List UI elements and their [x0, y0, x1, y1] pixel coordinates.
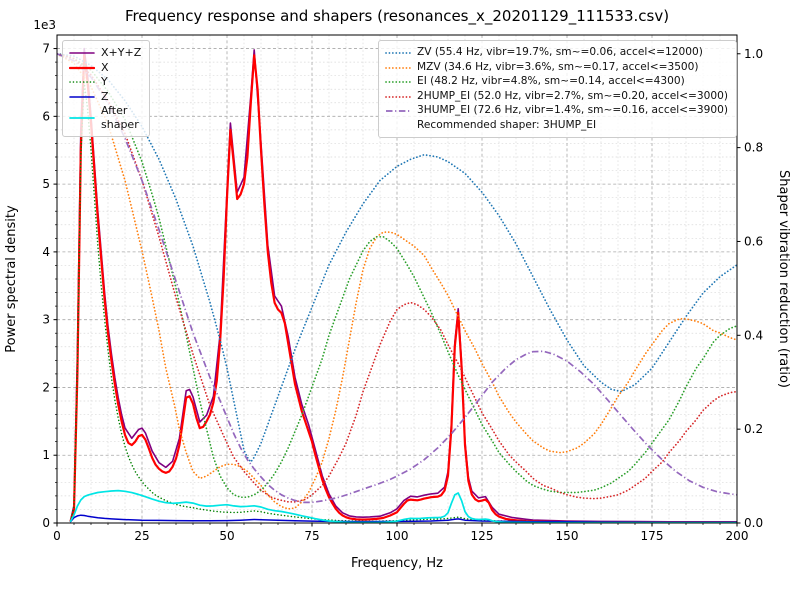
legend-item-3hump_ei: 3HUMP_EI (72.6 Hz, vibr=1.4%, sm~=0.16, …: [385, 104, 728, 119]
legend-item-recommended: Recommended shaper: 3HUMP_EI: [385, 119, 728, 134]
legend-item-mzv: MZV (34.6 Hz, vibr=3.6%, sm~=0.17, accel…: [385, 61, 728, 76]
x-tick-label: 50: [219, 529, 234, 543]
y-left-tick-label: 4: [42, 245, 50, 259]
x-axis-label: Frequency, Hz: [351, 556, 443, 571]
legend-item-z: Z: [69, 90, 141, 105]
legend-label-after-shaper: After shaper: [101, 104, 139, 132]
series-lines: [57, 47, 737, 523]
z-line-sample-icon: [69, 96, 95, 98]
x-tick-label: 100: [386, 529, 409, 543]
y-left-tick-label: 5: [42, 177, 50, 191]
axis-ticks: [53, 48, 741, 527]
y-left-tick-label: 1: [42, 448, 50, 462]
legend-label-x: X: [101, 60, 109, 74]
y-left-tick-label: 2: [42, 380, 50, 394]
x-tick-label: 0: [53, 529, 61, 543]
y-left-tick-label: 6: [42, 109, 50, 123]
recommended-line-sample-icon: [385, 120, 411, 132]
zv-line-sample-icon: [385, 52, 411, 55]
y-right-tick-label: 0.0: [744, 516, 763, 530]
legend-item-ei: EI (48.2 Hz, vibr=4.8%, sm~=0.14, accel<…: [385, 75, 728, 90]
series-x: [69, 54, 737, 523]
legend-label-z: Z: [101, 89, 109, 103]
x-tick-label: 150: [556, 529, 579, 543]
y-right-tick-label: 0.4: [744, 328, 763, 342]
legend-item-y: Y: [69, 75, 141, 90]
legend-label-recommended: Recommended shaper: 3HUMP_EI: [417, 118, 597, 131]
legend-label-ei: EI (48.2 Hz, vibr=4.8%, sm~=0.14, accel<…: [417, 75, 685, 88]
x-tick-label: 125: [471, 529, 494, 543]
legend-shapers: ZV (55.4 Hz, vibr=19.7%, sm~=0.06, accel…: [378, 40, 737, 138]
ei-line-sample-icon: [385, 81, 411, 84]
series-zv: [57, 52, 737, 463]
chart-title: Frequency response and shapers (resonanc…: [125, 7, 669, 26]
y-right-tick-label: 0.8: [744, 141, 763, 155]
y-left-tick-label: 7: [42, 42, 50, 56]
y-left-tick-label: 3: [42, 313, 50, 327]
legend-label-zv: ZV (55.4 Hz, vibr=19.7%, sm~=0.06, accel…: [417, 46, 703, 59]
series-ei: [57, 52, 737, 499]
legend-label-xyz: X+Y+Z: [101, 46, 142, 60]
series-after-shaper: [69, 489, 737, 523]
y-right-tick-label: 1.0: [744, 47, 763, 61]
legend-item-2hump_ei: 2HUMP_EI (52.0 Hz, vibr=2.7%, sm~=0.20, …: [385, 90, 728, 105]
y-right-axis-label: Shaper vibration reduction (ratio): [776, 170, 791, 388]
legend-label-2hump_ei: 2HUMP_EI (52.0 Hz, vibr=2.7%, sm~=0.20, …: [417, 89, 728, 102]
x-tick-label: 75: [304, 529, 319, 543]
axis-tick-labels: 0 25 50 75 100 125 150 175 200 0 1 2 3 4 5 6 7 0.0 0.2 0.4 0…: [42, 42, 763, 543]
x-tick-label: 25: [134, 529, 149, 543]
legend-item-after-shaper: After shaper: [69, 104, 141, 132]
legend-item-xyz: X+Y+Z: [69, 46, 141, 61]
mzv-line-sample-icon: [385, 66, 411, 69]
legend-item-x: X: [69, 61, 141, 76]
y-line-sample-icon: [69, 81, 95, 83]
legend-label-y: Y: [101, 75, 108, 89]
y-right-tick-label: 0.2: [744, 422, 763, 436]
xyz-line-sample-icon: [69, 52, 95, 55]
legend-psd: X+Y+Z X Y Z After shaper: [62, 40, 151, 138]
y-left-offset-label: 1e3: [33, 18, 56, 32]
3hump_ei-line-sample-icon: [386, 110, 410, 113]
series-mzv: [57, 52, 737, 510]
y-right-tick-label: 0.6: [744, 234, 763, 248]
x-tick-label: 175: [641, 529, 664, 543]
legend-label-mzv: MZV (34.6 Hz, vibr=3.6%, sm~=0.17, accel…: [417, 60, 699, 73]
x-tick-label: 200: [726, 529, 749, 543]
series-y: [69, 81, 737, 523]
legend-item-zv: ZV (55.4 Hz, vibr=19.7%, sm~=0.06, accel…: [385, 46, 728, 61]
y-left-axis-label: Power spectral density: [4, 205, 19, 353]
legend-label-3hump_ei: 3HUMP_EI (72.6 Hz, vibr=1.4%, sm~=0.16, …: [417, 104, 728, 117]
after-shaper-line-sample-icon: [69, 117, 95, 119]
y-left-tick-label: 0: [42, 516, 50, 530]
2hump_ei-line-sample-icon: [385, 95, 411, 98]
series-2hump_ei: [57, 52, 737, 503]
x-line-sample-icon: [69, 66, 95, 69]
